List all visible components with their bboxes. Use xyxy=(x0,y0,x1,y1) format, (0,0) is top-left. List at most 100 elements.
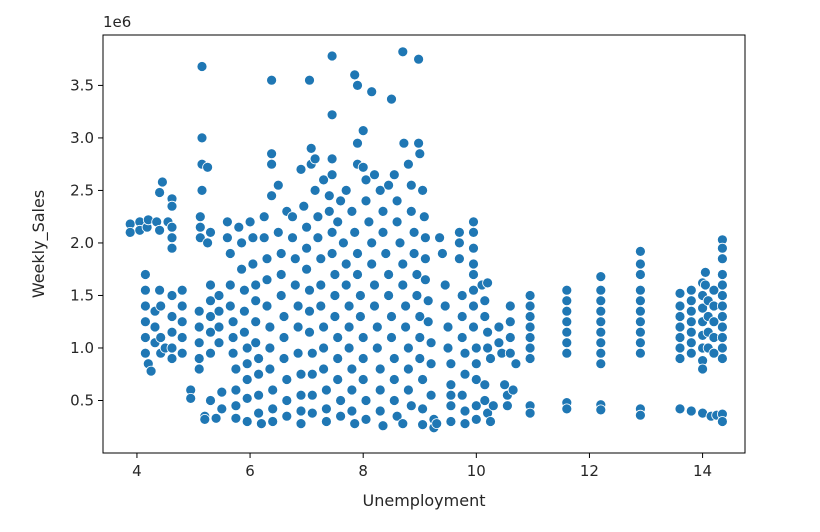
data-point xyxy=(266,190,278,202)
data-point xyxy=(213,321,225,333)
data-point xyxy=(253,389,265,401)
data-point xyxy=(561,284,573,296)
data-point xyxy=(301,221,313,233)
data-point xyxy=(459,405,471,417)
data-point xyxy=(213,305,225,317)
data-point xyxy=(397,279,409,291)
data-point xyxy=(166,242,178,254)
data-point xyxy=(445,358,457,370)
data-point xyxy=(289,279,301,291)
data-point xyxy=(524,300,536,312)
data-point xyxy=(346,205,358,217)
data-point xyxy=(352,137,363,149)
data-point xyxy=(360,413,372,425)
data-point xyxy=(244,216,256,228)
data-point xyxy=(238,284,250,296)
data-point xyxy=(468,300,479,312)
data-point xyxy=(236,237,248,249)
data-point xyxy=(318,342,330,354)
data-point xyxy=(332,332,344,343)
x-axis: 4 6 8 10 12 14 xyxy=(132,453,712,480)
data-point xyxy=(264,342,276,354)
data-point xyxy=(349,69,361,81)
data-point xyxy=(442,342,454,354)
data-point xyxy=(595,358,607,370)
data-point xyxy=(369,279,380,291)
data-point xyxy=(275,269,287,280)
data-point xyxy=(247,232,259,244)
data-point xyxy=(717,279,728,291)
data-point xyxy=(154,284,166,296)
data-point xyxy=(261,274,273,286)
data-point xyxy=(366,86,378,98)
data-point xyxy=(292,347,304,359)
data-point xyxy=(216,403,228,415)
data-point xyxy=(305,142,317,154)
data-point xyxy=(357,374,369,385)
data-point xyxy=(306,347,318,359)
data-point xyxy=(267,416,279,427)
data-point xyxy=(417,403,429,415)
data-point xyxy=(241,374,253,385)
data-point xyxy=(354,311,366,322)
data-point xyxy=(306,389,318,401)
data-point xyxy=(635,347,646,359)
data-point xyxy=(194,221,206,233)
data-point xyxy=(287,211,298,223)
data-point xyxy=(304,326,315,338)
data-point xyxy=(352,269,363,280)
data-point xyxy=(411,269,423,280)
data-point xyxy=(685,347,697,359)
data-point xyxy=(318,321,330,333)
data-point xyxy=(221,232,233,244)
data-point xyxy=(422,295,434,307)
data-point xyxy=(139,316,151,328)
data-point xyxy=(224,279,236,291)
data-point xyxy=(561,403,573,415)
data-point xyxy=(346,384,358,396)
data-point xyxy=(264,363,276,375)
data-point xyxy=(295,368,307,380)
data-point xyxy=(312,232,324,244)
data-point xyxy=(250,316,262,328)
data-point xyxy=(402,342,414,354)
data-point xyxy=(332,216,344,228)
data-point xyxy=(304,305,315,317)
data-point xyxy=(272,179,284,191)
data-point xyxy=(236,263,248,275)
data-point xyxy=(482,326,494,338)
data-point xyxy=(326,248,338,259)
data-point xyxy=(139,284,151,296)
data-point xyxy=(196,61,208,72)
data-point xyxy=(155,332,167,343)
data-point xyxy=(369,169,380,181)
data-point xyxy=(468,284,479,296)
data-point xyxy=(166,326,178,338)
data-point xyxy=(354,290,366,301)
data-point xyxy=(419,232,431,244)
data-point xyxy=(383,290,395,301)
data-point xyxy=(425,358,437,370)
data-point xyxy=(326,153,338,165)
data-point xyxy=(275,248,287,259)
data-point xyxy=(315,279,327,291)
data-point xyxy=(470,358,482,370)
data-point xyxy=(346,363,358,375)
data-point xyxy=(504,316,516,328)
data-point xyxy=(272,226,284,238)
data-point xyxy=(442,321,454,333)
data-point xyxy=(398,137,410,149)
data-point xyxy=(595,316,607,328)
data-point xyxy=(468,258,479,270)
data-point xyxy=(397,258,409,270)
data-point xyxy=(479,295,491,307)
data-point xyxy=(595,326,607,338)
data-point xyxy=(253,353,265,364)
data-point xyxy=(278,353,290,364)
data-point xyxy=(335,410,347,422)
data-point xyxy=(685,305,697,317)
data-point xyxy=(468,216,479,228)
data-point xyxy=(346,405,358,417)
data-point xyxy=(320,384,332,396)
